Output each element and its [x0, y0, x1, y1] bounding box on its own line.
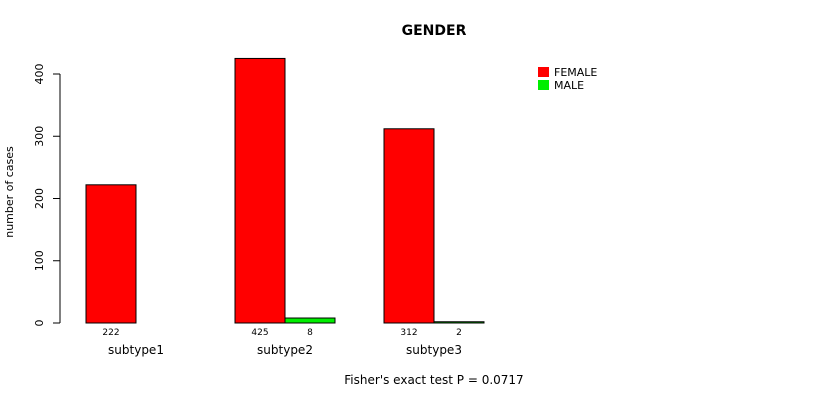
- test-result-label: Fisher's exact test P = 0.0717: [344, 373, 523, 387]
- bar-value-label: 425: [251, 328, 268, 338]
- y-tick-label: 300: [33, 126, 46, 147]
- category-label: subtype1: [108, 343, 164, 357]
- bar-male-subtype2: [284, 317, 336, 324]
- value-labels: 222 425 8 312 2: [102, 328, 461, 338]
- bar-value-label: 312: [400, 328, 417, 338]
- legend-swatch-male: [538, 80, 549, 90]
- category-label: subtype2: [257, 343, 313, 357]
- y-ticks: 0 100 200 300 400: [33, 64, 60, 327]
- bar-female-subtype1: [85, 184, 137, 324]
- bar-female-subtype3: [383, 128, 435, 324]
- y-tick-label: 0: [33, 320, 46, 327]
- bar-value-label: 8: [307, 328, 313, 338]
- y-axis-label: number of cases: [3, 146, 16, 238]
- y-axis: 0 100 200 300 400: [33, 64, 61, 327]
- legend-swatch-female: [538, 67, 549, 77]
- category-label: subtype3: [406, 343, 462, 357]
- y-tick-label: 400: [33, 64, 46, 85]
- category-labels: subtype1 subtype2 subtype3: [108, 343, 462, 357]
- legend-label-male: MALE: [554, 79, 584, 92]
- bar-value-label: 2: [456, 328, 462, 338]
- bar-value-label: 222: [102, 328, 119, 338]
- bar-male-subtype3: [433, 321, 485, 324]
- y-tick-label: 100: [33, 250, 46, 271]
- bars: [85, 57, 485, 324]
- chart-title: GENDER: [402, 23, 467, 39]
- bar-female-subtype2: [234, 57, 286, 324]
- y-tick-label: 200: [33, 188, 46, 209]
- legend-label-female: FEMALE: [554, 66, 597, 79]
